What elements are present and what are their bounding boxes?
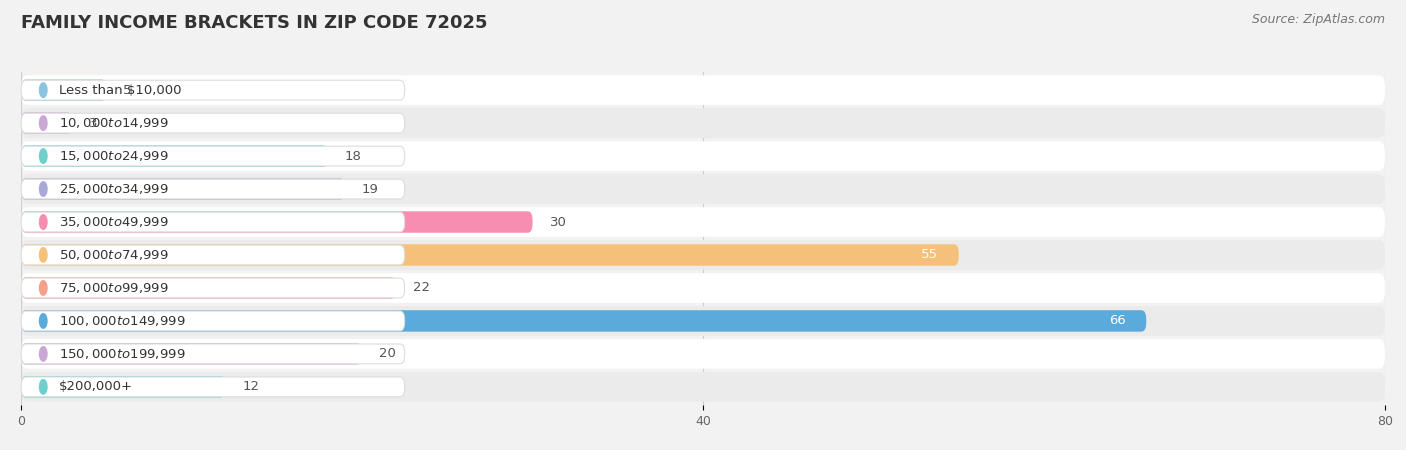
FancyBboxPatch shape <box>21 146 405 166</box>
FancyBboxPatch shape <box>21 339 1385 369</box>
Circle shape <box>39 281 46 295</box>
FancyBboxPatch shape <box>21 174 1385 204</box>
FancyBboxPatch shape <box>21 112 72 134</box>
Circle shape <box>39 380 46 394</box>
FancyBboxPatch shape <box>21 311 405 331</box>
FancyBboxPatch shape <box>21 75 1385 105</box>
Text: 18: 18 <box>344 149 361 162</box>
Text: 3: 3 <box>90 117 98 130</box>
Text: 30: 30 <box>550 216 567 229</box>
FancyBboxPatch shape <box>21 377 405 397</box>
Text: FAMILY INCOME BRACKETS IN ZIP CODE 72025: FAMILY INCOME BRACKETS IN ZIP CODE 72025 <box>21 14 488 32</box>
Circle shape <box>39 314 46 328</box>
Circle shape <box>39 182 46 196</box>
FancyBboxPatch shape <box>21 344 405 364</box>
FancyBboxPatch shape <box>21 245 405 265</box>
FancyBboxPatch shape <box>21 212 405 232</box>
Text: $100,000 to $149,999: $100,000 to $149,999 <box>59 314 186 328</box>
FancyBboxPatch shape <box>21 212 533 233</box>
Text: $15,000 to $24,999: $15,000 to $24,999 <box>59 149 169 163</box>
Circle shape <box>39 149 46 163</box>
FancyBboxPatch shape <box>21 240 1385 270</box>
FancyBboxPatch shape <box>21 79 107 101</box>
FancyBboxPatch shape <box>21 80 405 100</box>
Circle shape <box>39 248 46 262</box>
FancyBboxPatch shape <box>21 207 1385 237</box>
FancyBboxPatch shape <box>21 108 1385 138</box>
FancyBboxPatch shape <box>21 178 344 200</box>
Text: $200,000+: $200,000+ <box>59 380 132 393</box>
FancyBboxPatch shape <box>21 372 1385 402</box>
Text: $75,000 to $99,999: $75,000 to $99,999 <box>59 281 169 295</box>
Text: 5: 5 <box>124 84 132 97</box>
FancyBboxPatch shape <box>21 278 405 298</box>
FancyBboxPatch shape <box>21 244 959 266</box>
Text: 22: 22 <box>413 281 430 294</box>
Text: 19: 19 <box>363 183 380 196</box>
Text: Source: ZipAtlas.com: Source: ZipAtlas.com <box>1251 14 1385 27</box>
Text: 55: 55 <box>921 248 938 261</box>
FancyBboxPatch shape <box>21 141 1385 171</box>
Text: 66: 66 <box>1109 315 1126 328</box>
FancyBboxPatch shape <box>21 343 363 365</box>
Text: 20: 20 <box>380 347 396 360</box>
Text: $150,000 to $199,999: $150,000 to $199,999 <box>59 347 186 361</box>
FancyBboxPatch shape <box>21 113 405 133</box>
FancyBboxPatch shape <box>21 376 226 398</box>
Text: $25,000 to $34,999: $25,000 to $34,999 <box>59 182 169 196</box>
Circle shape <box>39 116 46 130</box>
FancyBboxPatch shape <box>21 277 396 299</box>
Text: $50,000 to $74,999: $50,000 to $74,999 <box>59 248 169 262</box>
FancyBboxPatch shape <box>21 310 1146 332</box>
FancyBboxPatch shape <box>21 145 328 167</box>
Text: $35,000 to $49,999: $35,000 to $49,999 <box>59 215 169 229</box>
Text: Less than $10,000: Less than $10,000 <box>59 84 181 97</box>
Circle shape <box>39 346 46 361</box>
Text: 12: 12 <box>243 380 260 393</box>
FancyBboxPatch shape <box>21 306 1385 336</box>
Text: $10,000 to $14,999: $10,000 to $14,999 <box>59 116 169 130</box>
FancyBboxPatch shape <box>21 273 1385 303</box>
Circle shape <box>39 83 46 97</box>
FancyBboxPatch shape <box>21 179 405 199</box>
Circle shape <box>39 215 46 229</box>
